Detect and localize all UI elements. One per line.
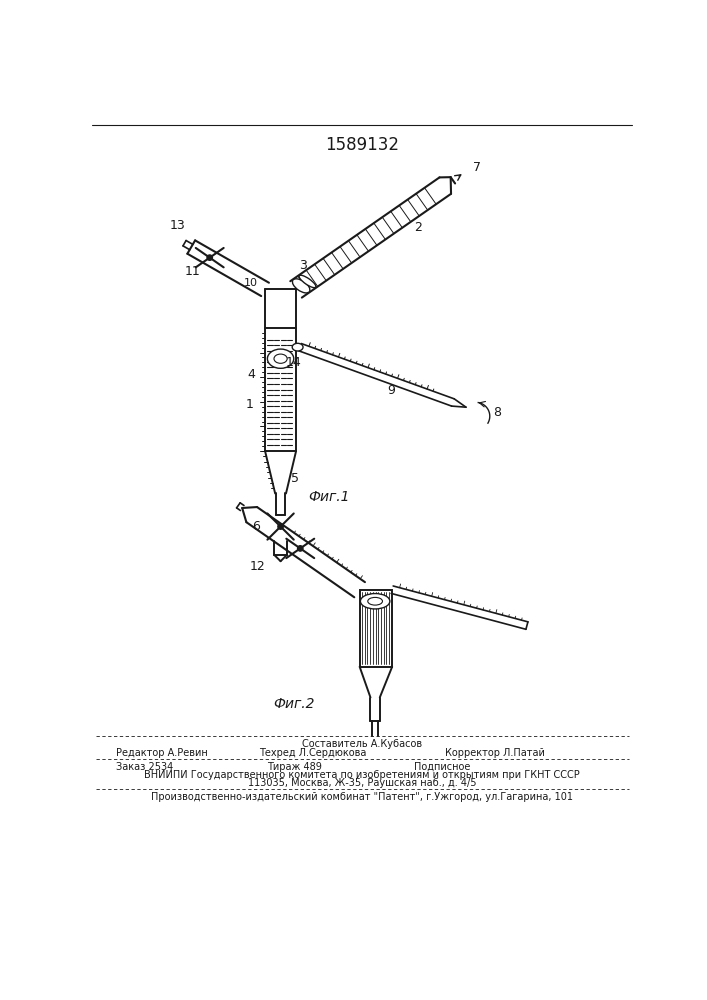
Bar — [360, 590, 392, 667]
Text: Производственно-издательский комбинат "Патент", г.Ужгород, ул.Гагарина, 101: Производственно-издательский комбинат "П… — [151, 792, 573, 802]
Circle shape — [278, 524, 284, 529]
Circle shape — [298, 546, 303, 551]
Ellipse shape — [299, 275, 316, 288]
Text: 9: 9 — [387, 384, 395, 397]
Text: Редактор А.Ревин: Редактор А.Ревин — [115, 748, 207, 758]
Text: 1: 1 — [245, 398, 254, 411]
Text: 10: 10 — [244, 278, 258, 288]
Text: 5: 5 — [291, 472, 298, 485]
Text: 7: 7 — [473, 161, 481, 174]
Ellipse shape — [274, 354, 287, 363]
Text: Фиг.2: Фиг.2 — [273, 697, 315, 711]
Text: Подписное: Подписное — [414, 762, 470, 772]
Text: 113035, Москва, Ж-35, Раушская наб., д. 4/5: 113035, Москва, Ж-35, Раушская наб., д. … — [247, 778, 477, 788]
Text: 3: 3 — [298, 259, 307, 272]
Circle shape — [207, 255, 212, 260]
Text: 11: 11 — [185, 265, 201, 278]
Text: Составитель А.Кубасов: Составитель А.Кубасов — [302, 739, 422, 749]
Text: 12: 12 — [250, 560, 265, 573]
Ellipse shape — [368, 597, 382, 605]
Text: Техред Л.Сердюкова: Техред Л.Сердюкова — [259, 748, 366, 758]
Ellipse shape — [267, 349, 293, 368]
Text: Заказ 2534: Заказ 2534 — [115, 762, 173, 772]
Text: ВНИИПИ Государственного комитета по изобретениям и открытиям при ГКНТ СССР: ВНИИПИ Государственного комитета по изоб… — [144, 770, 580, 780]
Text: Фиг.1: Фиг.1 — [308, 490, 349, 504]
Bar — [265, 328, 296, 451]
Text: 8: 8 — [493, 406, 501, 419]
Text: 1589132: 1589132 — [325, 136, 399, 154]
Text: 14: 14 — [286, 356, 302, 369]
Text: 6: 6 — [252, 520, 259, 533]
Ellipse shape — [361, 594, 390, 609]
Ellipse shape — [293, 279, 310, 293]
Text: Корректор Л.Патай: Корректор Л.Патай — [445, 748, 545, 758]
Ellipse shape — [292, 343, 303, 351]
Text: Тираж 489: Тираж 489 — [267, 762, 322, 772]
Text: 13: 13 — [170, 219, 186, 232]
Text: 2: 2 — [414, 221, 422, 234]
Text: 4: 4 — [247, 368, 255, 381]
